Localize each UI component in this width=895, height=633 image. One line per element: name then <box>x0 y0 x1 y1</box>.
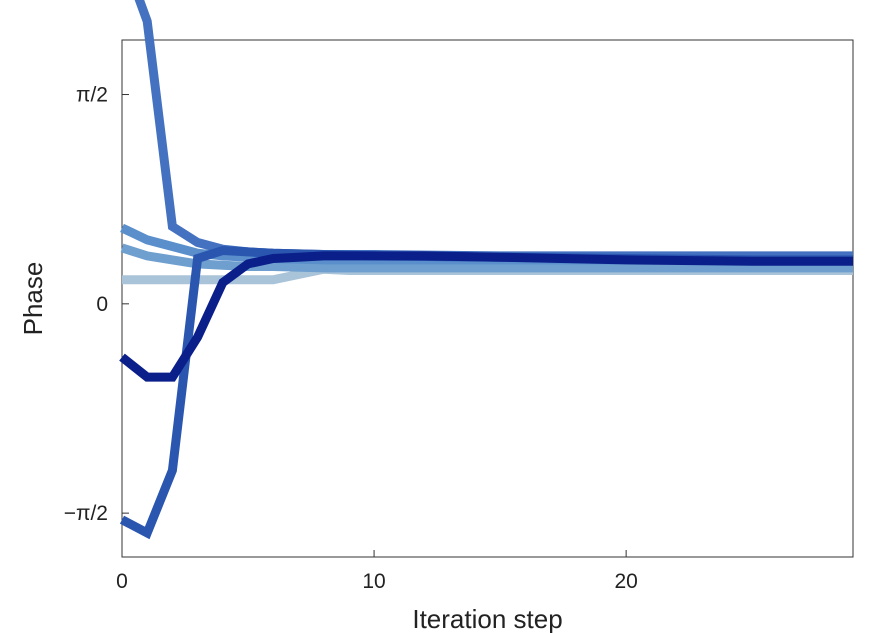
x-axis-ticks: 0 10 20 <box>116 550 638 593</box>
y-tick-label: −π/2 <box>64 502 108 525</box>
x-axis-label: Iteration step <box>412 604 562 633</box>
series-line-2 <box>120 243 853 273</box>
series-line-6 <box>119 251 853 382</box>
series-layer <box>119 0 853 540</box>
x-tick-label: 0 <box>116 570 128 593</box>
y-tick-label: 0 <box>96 293 108 316</box>
x-tick-label: 20 <box>614 570 637 593</box>
series-line-4 <box>134 0 853 261</box>
y-axis-ticks: −π/20π/2π <box>64 84 129 525</box>
y-axis-label: Phase <box>18 262 48 336</box>
y-tick-label: π/2 <box>76 84 108 107</box>
plot-area-frame <box>121 39 854 558</box>
x-tick-label: 10 <box>362 570 385 593</box>
series-line-5 <box>119 245 853 540</box>
